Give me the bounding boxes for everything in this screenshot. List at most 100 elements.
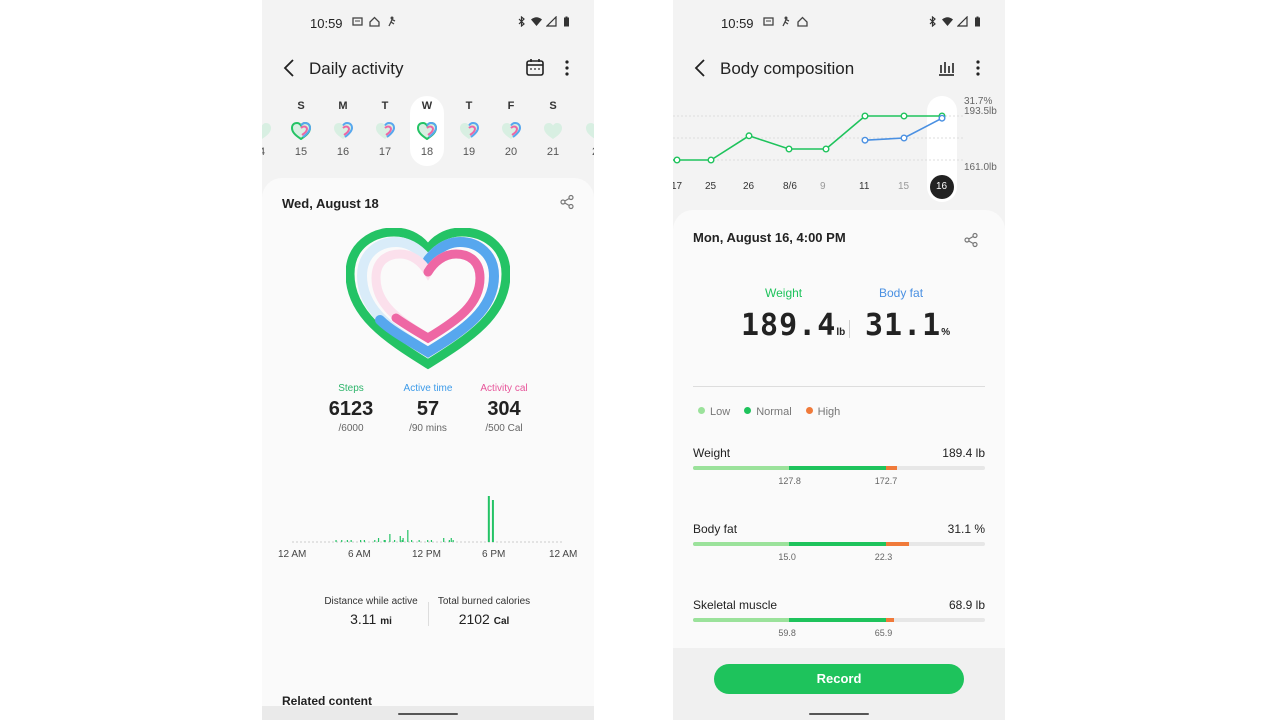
y-label-fat: 31.7% [964, 96, 993, 107]
trend-x-label[interactable]: 15 [898, 181, 910, 192]
step-bar [374, 540, 376, 542]
activity-cal-value: 304 [487, 398, 521, 420]
step-bar [346, 540, 348, 542]
share-icon[interactable] [963, 232, 979, 248]
legend-label: Normal [756, 406, 792, 418]
range-low [693, 618, 790, 622]
home-indicator[interactable] [398, 713, 458, 715]
more-options-icon[interactable] [967, 57, 989, 79]
signal-icon [546, 16, 557, 27]
page-title: Body composition [720, 59, 855, 78]
back-icon[interactable] [278, 56, 302, 80]
activity-heart-rings [346, 228, 510, 370]
row-name: Skeletal muscle [693, 598, 778, 612]
calories-value: 2102 [458, 611, 490, 627]
weight-point [745, 132, 753, 140]
more-options-icon[interactable] [556, 57, 578, 79]
weight-point [822, 145, 830, 153]
day-letter [262, 100, 279, 116]
composition-row[interactable]: Weight 189.4 lb 127.8 172.7 [693, 446, 985, 490]
range-normal [789, 466, 886, 470]
trend-x-label[interactable]: 26 [743, 181, 755, 192]
gesture-bar [262, 706, 594, 720]
wifi-icon [942, 17, 953, 26]
step-bar [389, 534, 391, 542]
day-number: 20 [504, 146, 518, 158]
notification-icons [763, 16, 808, 27]
step-bar [377, 538, 380, 542]
day-letter: F [507, 100, 515, 112]
threshold-low: 59.8 [778, 628, 796, 638]
axis-label: 12 AM [278, 549, 307, 560]
notification-icons [352, 16, 397, 27]
weight-readout: 189.4lb [741, 308, 845, 343]
trend-x-label[interactable]: 16 [936, 181, 948, 192]
step-bar-peak [487, 496, 490, 542]
step-bar [350, 540, 352, 542]
news-icon [763, 17, 774, 26]
measurement-date: Mon, August 16, 4:00 PM [693, 230, 846, 245]
day-0[interactable]: 4 [262, 100, 279, 158]
composition-row[interactable]: Skeletal muscle 68.9 lb 59.8 65.9 [693, 598, 985, 642]
body-fat-heading: Body fat [879, 286, 924, 300]
day-heart-icon [544, 123, 562, 139]
system-icons [516, 16, 572, 27]
body-composition-trend: 17 25 26 8/6 9 11 15 16 31.7% 193.5lb 161.0lb [673, 92, 1005, 204]
status-bar: 10:59 [262, 0, 594, 44]
bluetooth-icon [518, 16, 525, 27]
record-footer: Record [673, 648, 1005, 720]
day-heart-icon [334, 122, 353, 139]
home-indicator[interactable] [809, 713, 869, 715]
day-1[interactable]: S 15 [284, 100, 318, 158]
home-icon [369, 16, 380, 27]
activity-card: Wed, August 18 Steps 6123 /6000 Active t… [262, 178, 594, 720]
body-composition-screen: 10:59 Body composition 17 25 26 8/6 9 11 15 16 … [673, 0, 1005, 720]
battery-icon [975, 16, 980, 27]
calendar-icon[interactable] [524, 57, 546, 79]
composition-row[interactable]: Body fat 31.1 % 15.0 22.3 [693, 522, 985, 566]
system-icons [927, 16, 983, 27]
day-7[interactable]: S 21 [536, 100, 570, 158]
bluetooth-icon [929, 16, 936, 27]
distance-summary: Distance while active 3.11 mi [311, 596, 431, 627]
weight-value: 189.4 [741, 308, 837, 343]
trend-x-label[interactable]: 17 [673, 181, 683, 192]
activity-cal-label: Activity cal [480, 383, 528, 394]
runner-icon [388, 16, 396, 27]
day-number: 2 [578, 146, 594, 158]
legend-dot [744, 407, 752, 414]
trend-x-label[interactable]: 11 [859, 181, 870, 192]
trend-x-label[interactable]: 25 [705, 181, 717, 192]
day-5[interactable]: T 19 [452, 100, 486, 158]
weight-point [707, 156, 715, 164]
weight-heading: Weight [765, 286, 803, 300]
distance-label: Distance while active [324, 596, 418, 607]
calories-unit: Cal [493, 616, 510, 627]
range-low [693, 466, 790, 470]
threshold-low: 15.0 [778, 552, 796, 562]
active-time-metric: Active time 57 /90 mins [388, 383, 468, 434]
day-8[interactable]: 2 [578, 100, 594, 158]
trend-x-label[interactable]: 8/6 [783, 181, 797, 192]
threshold-high: 172.7 [874, 476, 898, 486]
battery-icon [564, 16, 569, 27]
range-bar [693, 466, 985, 470]
legend-item: Low [698, 406, 730, 418]
record-button[interactable]: Record [714, 664, 964, 694]
day-letter: S [549, 100, 557, 112]
day-2[interactable]: M 16 [326, 100, 360, 158]
runner-icon [782, 16, 790, 27]
back-icon[interactable] [689, 56, 713, 80]
day-6[interactable]: F 20 [494, 100, 528, 158]
trend-x-label[interactable]: 9 [820, 181, 826, 192]
share-icon[interactable] [559, 194, 575, 210]
step-bar [402, 538, 404, 542]
axis-label: 12 AM [549, 549, 578, 560]
step-bar [399, 536, 401, 542]
body-fat-value: 31.1 [865, 308, 942, 343]
active-time-label: Active time [403, 383, 453, 394]
status-time: 10:59 [310, 16, 343, 31]
day-3[interactable]: T 17 [368, 100, 402, 158]
bar-chart-icon[interactable] [935, 57, 957, 79]
day-4[interactable]: W 18 [410, 96, 444, 166]
